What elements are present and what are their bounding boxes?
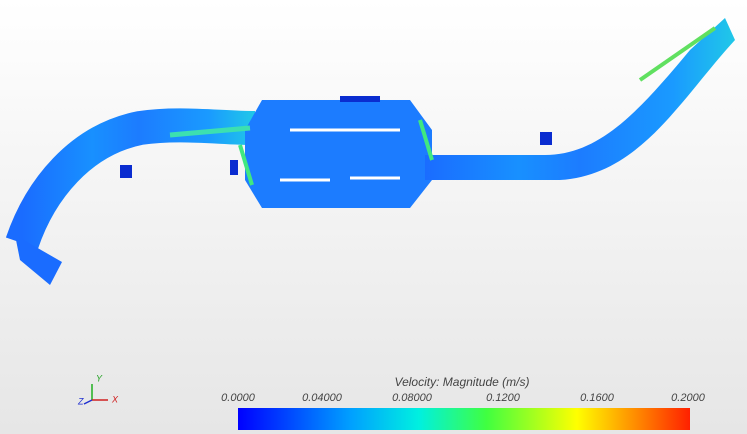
colorbar-tick: 0.08000: [392, 392, 433, 404]
colorbar-title: Velocity: Magnitude (m/s): [395, 375, 530, 389]
colorbar-tick: 0.04000: [302, 392, 343, 404]
background: [0, 0, 747, 434]
colorbar-tick: 0.0000: [221, 392, 256, 404]
triad-z-label: Z: [77, 396, 84, 406]
colorbar-scale: [238, 408, 690, 430]
triad-y-label: Y: [96, 373, 103, 383]
triad-x-label: X: [111, 394, 119, 404]
colorbar-tick: 0.1600: [580, 392, 615, 404]
colorbar-tick: 0.2000: [671, 392, 706, 404]
colorbar-tick: 0.1200: [486, 392, 521, 404]
viewport: Y Z X Velocity: Magnitude (m/s) 0.0000 0…: [0, 0, 747, 434]
